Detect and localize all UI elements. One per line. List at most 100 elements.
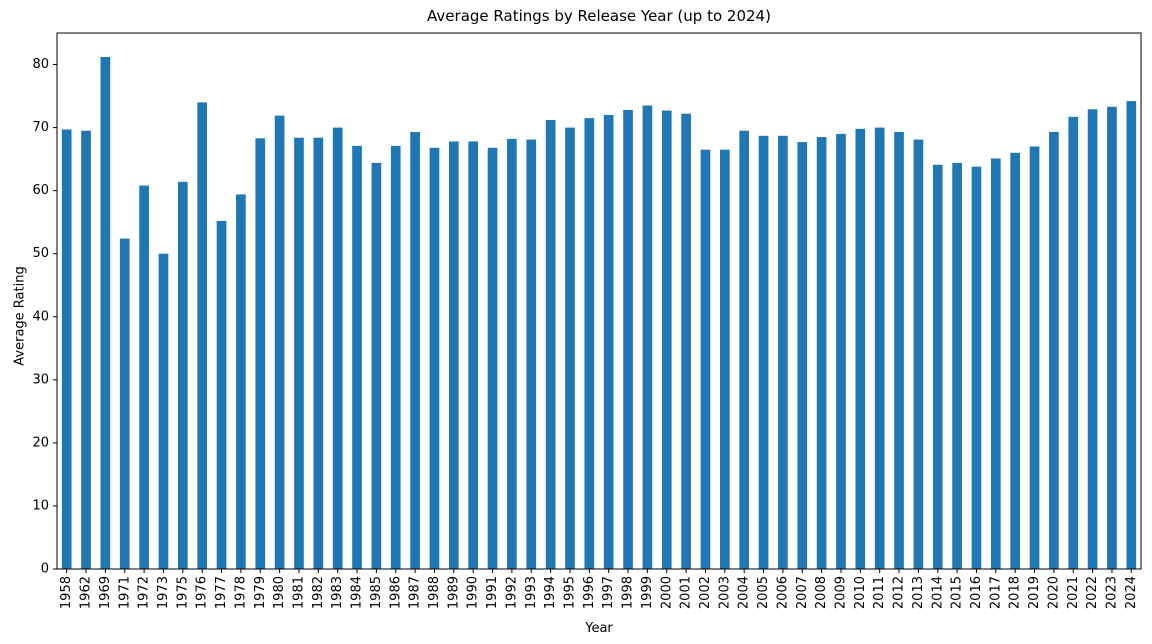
x-tick-label: 2017 — [988, 576, 1003, 609]
x-tick-label: 1972 — [137, 576, 152, 609]
x-tick-label: 2015 — [950, 576, 965, 609]
bar-1985 — [371, 162, 382, 569]
bar-2015 — [952, 162, 962, 569]
bar-1994 — [545, 120, 556, 570]
bar-2018 — [1010, 152, 1021, 569]
bar-2002 — [700, 149, 711, 569]
bar-2011 — [874, 127, 885, 569]
x-tick-label: 1958 — [59, 576, 74, 609]
x-tick-label: 1983 — [330, 576, 345, 609]
x-tick-label: 2009 — [833, 576, 848, 609]
x-tick-label: 2011 — [872, 576, 887, 609]
x-tick-label: 1975 — [175, 576, 190, 609]
x-tick-label: 2005 — [756, 576, 771, 609]
x-tick-label: 1979 — [253, 576, 268, 609]
x-tick-label: 2018 — [1008, 576, 1023, 609]
plot-frame — [56, 32, 1142, 570]
x-tick-label: 2008 — [814, 576, 829, 609]
bar-1996 — [584, 118, 595, 569]
bar-2021 — [1068, 116, 1079, 570]
bar-2016 — [971, 166, 982, 569]
y-tick-label: 80 — [32, 57, 49, 72]
x-tick-label: 1962 — [79, 576, 94, 609]
bar-2005 — [758, 135, 769, 570]
bar-2010 — [855, 128, 866, 569]
x-tick-label: 1993 — [524, 576, 539, 609]
y-axis: 0 10 20 30 40 50 60 70 80 — [32, 57, 57, 577]
bar-1981 — [294, 137, 304, 569]
x-tick-label: 1982 — [311, 576, 326, 609]
bar-2009 — [836, 133, 846, 569]
x-tick-label: 1992 — [504, 576, 519, 609]
x-tick-label: 1978 — [233, 576, 248, 609]
x-axis-label: Year — [584, 621, 613, 636]
x-tick-label: 1984 — [350, 576, 365, 609]
x-tick-label: 2021 — [1066, 576, 1081, 609]
bar-2000 — [661, 110, 672, 569]
x-tick-label: 1985 — [369, 576, 384, 609]
x-tick-label: 2014 — [930, 576, 945, 609]
bar-1972 — [139, 185, 149, 569]
bar-2004 — [739, 130, 750, 570]
x-tick-label: 1999 — [640, 576, 655, 609]
bar-1958 — [61, 129, 72, 570]
x-tick-label: 2019 — [1027, 576, 1042, 609]
x-tick-label: 2012 — [892, 576, 907, 609]
x-tick-label: 2003 — [717, 576, 732, 609]
bar-2006 — [778, 135, 788, 570]
x-tick-label: 1994 — [543, 576, 558, 609]
x-tick-label: 2024 — [1124, 576, 1139, 609]
bar-1992 — [507, 138, 517, 569]
bar-2022 — [1087, 109, 1098, 570]
bar-1991 — [487, 147, 498, 569]
x-tick-label: 1976 — [195, 576, 210, 609]
x-tick-label: 1977 — [214, 576, 229, 609]
bar-1982 — [313, 137, 324, 569]
bar-2024 — [1126, 101, 1137, 569]
x-tick-label: 2004 — [737, 576, 752, 609]
bar-1969 — [100, 56, 111, 569]
bar-1995 — [565, 127, 575, 569]
bar-2020 — [1049, 132, 1059, 569]
y-tick-label: 0 — [41, 562, 49, 577]
x-tick-label: 1991 — [485, 576, 500, 609]
y-tick-label: 30 — [32, 372, 49, 387]
x-tick-label: 2001 — [679, 576, 694, 609]
bar-1989 — [448, 141, 459, 569]
x-tick-label: 1988 — [427, 576, 442, 609]
x-tick-label: 1980 — [272, 576, 287, 609]
bar-2019 — [1029, 146, 1040, 569]
x-axis: 1958 1962 1969 1971 1972 1973 1975 1976 1977 1978… — [59, 569, 1139, 609]
y-tick-label: 50 — [32, 246, 49, 261]
bar-1986 — [390, 145, 401, 569]
x-tick-label: 1969 — [98, 576, 113, 609]
bar-2007 — [797, 142, 808, 569]
bar-1973 — [158, 253, 169, 569]
x-tick-label: 2006 — [775, 576, 790, 609]
bars-group — [61, 56, 1137, 570]
bar-1983 — [332, 127, 343, 569]
x-tick-label: 2022 — [1085, 576, 1100, 609]
bar-1977 — [216, 220, 227, 570]
bar-2023 — [1107, 106, 1117, 569]
x-tick-label: 2023 — [1104, 576, 1119, 609]
bar-1975 — [177, 181, 188, 569]
x-tick-label: 1990 — [466, 576, 481, 609]
x-tick-label: 1986 — [388, 576, 403, 609]
y-tick-label: 20 — [32, 435, 49, 450]
x-tick-label: 1981 — [291, 576, 306, 609]
x-tick-label: 1997 — [601, 576, 616, 609]
chart-title: Average Ratings by Release Year (up to 2… — [427, 7, 771, 25]
bar-2001 — [681, 113, 691, 569]
x-tick-label: 1998 — [621, 576, 636, 609]
bar-1990 — [468, 141, 479, 569]
x-tick-label: 2010 — [853, 576, 868, 609]
bar-2012 — [894, 132, 904, 569]
y-tick-label: 10 — [32, 498, 49, 513]
x-tick-label: 2016 — [969, 576, 984, 609]
bar-1987 — [410, 132, 420, 569]
y-axis-label: Average Rating — [13, 266, 28, 365]
bar-2008 — [816, 137, 827, 570]
bar-1978 — [236, 194, 246, 569]
